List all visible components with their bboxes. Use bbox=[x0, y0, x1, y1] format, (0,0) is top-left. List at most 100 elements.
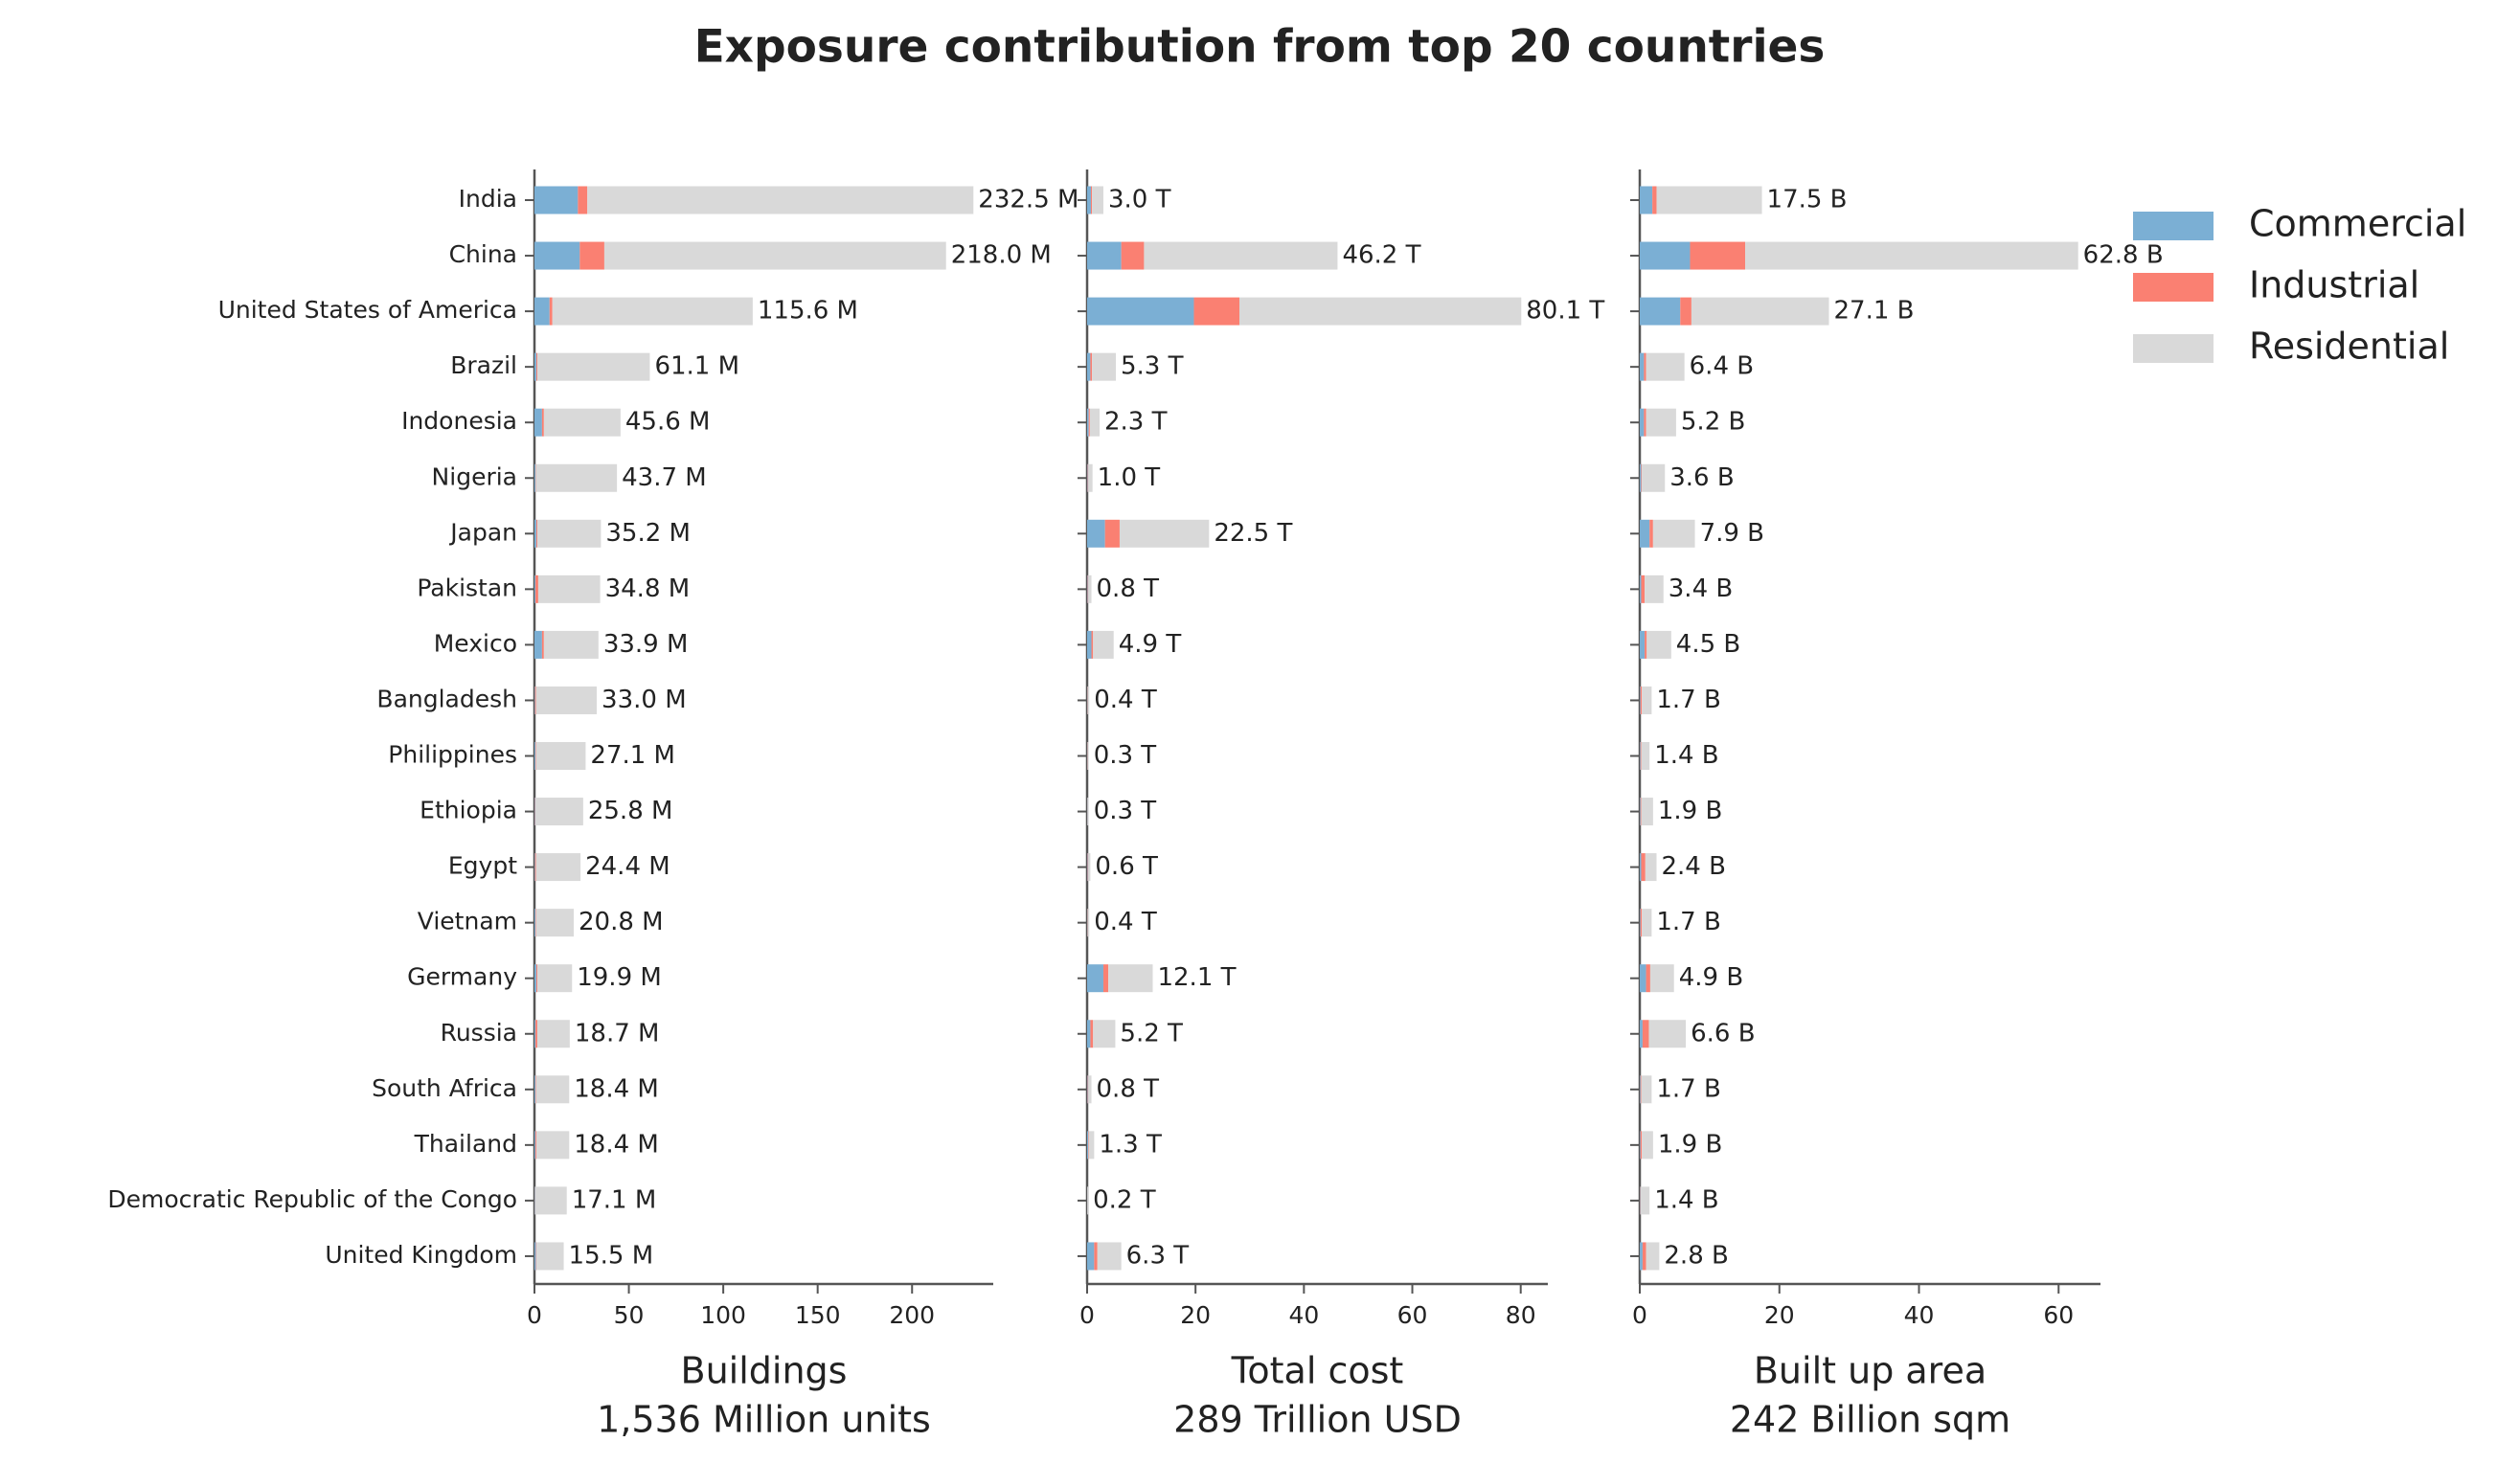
bar-segment bbox=[534, 1242, 536, 1271]
bar-segment bbox=[537, 574, 601, 603]
value-label: 35.2 M bbox=[605, 519, 691, 548]
value-label: 0.2 T bbox=[1093, 1185, 1156, 1214]
bar-segment bbox=[1642, 1131, 1653, 1160]
x-axis-label: Total cost bbox=[1231, 1350, 1404, 1392]
bar-segment bbox=[1645, 853, 1657, 882]
value-label: 2.8 B bbox=[1664, 1241, 1728, 1270]
bar-segment bbox=[1640, 463, 1642, 492]
bar-segment bbox=[1087, 574, 1088, 603]
bar-segment bbox=[1642, 463, 1666, 492]
bar-segment bbox=[1646, 964, 1650, 993]
y-tick-label: South Africa bbox=[372, 1074, 517, 1102]
value-label: 27.1 B bbox=[1834, 297, 1915, 326]
value-label: 19.9 M bbox=[577, 963, 662, 992]
bar-segment bbox=[1640, 408, 1645, 437]
value-label: 0.4 T bbox=[1094, 686, 1157, 714]
bar-segment bbox=[1646, 408, 1676, 437]
x-tick-label: 100 bbox=[700, 1301, 746, 1329]
bar-segment bbox=[1087, 686, 1090, 714]
bar-segment bbox=[1087, 798, 1089, 826]
bar-segment bbox=[1087, 186, 1091, 214]
bar-segment bbox=[534, 186, 579, 214]
x-axis-label: Built up area bbox=[1754, 1350, 1986, 1392]
bar-segment bbox=[534, 408, 542, 437]
bar-segment bbox=[1640, 686, 1641, 714]
bar-segment bbox=[1680, 297, 1691, 326]
bar-segment bbox=[535, 1075, 570, 1104]
y-tick-label: Pakistan bbox=[417, 574, 517, 601]
value-label: 20.8 M bbox=[579, 908, 664, 936]
bar-segment bbox=[1644, 408, 1646, 437]
x-axis-label: 289 Trillion USD bbox=[1173, 1399, 1462, 1441]
bar-segment bbox=[1087, 574, 1089, 603]
value-label: 34.8 M bbox=[605, 574, 691, 603]
bar-segment bbox=[534, 463, 535, 492]
bar-segment bbox=[534, 630, 542, 659]
bar-segment bbox=[534, 798, 583, 826]
value-label: 33.0 M bbox=[602, 686, 687, 714]
bar-segment bbox=[1092, 352, 1116, 381]
bar-segment bbox=[1094, 1242, 1098, 1271]
bar-segment bbox=[534, 798, 535, 826]
bar-segment bbox=[1640, 519, 1650, 548]
value-label: 1.0 T bbox=[1098, 463, 1161, 492]
y-tick-label: Japan bbox=[448, 518, 517, 546]
bar-segment bbox=[1652, 519, 1695, 548]
bar-segment bbox=[1640, 1075, 1642, 1104]
value-label: 18.4 M bbox=[574, 1074, 659, 1103]
bar-segment bbox=[536, 1242, 564, 1271]
x-tick-label: 20 bbox=[1180, 1301, 1211, 1329]
value-label: 6.6 B bbox=[1691, 1019, 1755, 1047]
value-label: 1.4 B bbox=[1654, 741, 1718, 770]
y-tick-label: Germany bbox=[407, 963, 517, 991]
bar-segment bbox=[1104, 519, 1120, 548]
bar-segment bbox=[1087, 241, 1122, 270]
value-label: 0.3 T bbox=[1094, 797, 1157, 825]
value-label: 61.1 M bbox=[654, 352, 739, 381]
value-label: 27.1 M bbox=[590, 741, 675, 770]
value-label: 4.5 B bbox=[1676, 630, 1740, 659]
bar-segment bbox=[1691, 297, 1829, 326]
value-label: 218.0 M bbox=[951, 241, 1052, 270]
x-axis-label: 1,536 Million units bbox=[597, 1399, 931, 1441]
bar-segment bbox=[1087, 352, 1091, 381]
y-tick-label: Indonesia bbox=[401, 407, 517, 435]
bar-segment bbox=[1092, 186, 1103, 214]
value-label: 1.4 B bbox=[1654, 1185, 1718, 1214]
bar-segment bbox=[1091, 630, 1094, 659]
y-tick-label: India bbox=[459, 185, 517, 213]
bar-segment bbox=[1087, 964, 1103, 993]
bar-segment bbox=[1640, 241, 1691, 270]
bar-segment bbox=[534, 1075, 536, 1104]
bar-segment bbox=[1102, 964, 1109, 993]
bar-segment bbox=[534, 853, 536, 882]
value-label: 45.6 M bbox=[625, 408, 711, 437]
bar-segment bbox=[1087, 909, 1090, 937]
value-label: 62.8 B bbox=[2083, 241, 2164, 270]
bar-segment bbox=[534, 909, 536, 937]
bar-segment bbox=[1641, 463, 1643, 492]
x-tick-label: 150 bbox=[795, 1301, 841, 1329]
value-label: 15.5 M bbox=[569, 1241, 654, 1270]
bar-segment bbox=[534, 241, 580, 270]
bar-segment bbox=[603, 241, 946, 270]
bar-segment bbox=[536, 1020, 570, 1048]
bar-segment bbox=[1640, 1020, 1643, 1048]
bar-segment bbox=[1645, 574, 1664, 603]
y-tick-label: Vietnam bbox=[418, 908, 517, 935]
bar-segment bbox=[1640, 1075, 1641, 1104]
bar-segment bbox=[1656, 186, 1762, 214]
value-label: 1.7 B bbox=[1656, 908, 1720, 936]
bar-segment bbox=[578, 186, 588, 214]
value-label: 0.6 T bbox=[1095, 852, 1158, 881]
bar-segment bbox=[1640, 742, 1642, 770]
bar-segment bbox=[1640, 1186, 1650, 1215]
y-tick-label: Nigeria bbox=[432, 462, 517, 490]
bar-segment bbox=[534, 297, 550, 326]
bar-segment bbox=[1640, 742, 1641, 770]
bar-segment bbox=[1088, 408, 1090, 437]
legend-swatch bbox=[2133, 212, 2214, 240]
bar-segment bbox=[1640, 909, 1641, 937]
bar-segment bbox=[579, 241, 604, 270]
bar-segment bbox=[1641, 1075, 1652, 1104]
